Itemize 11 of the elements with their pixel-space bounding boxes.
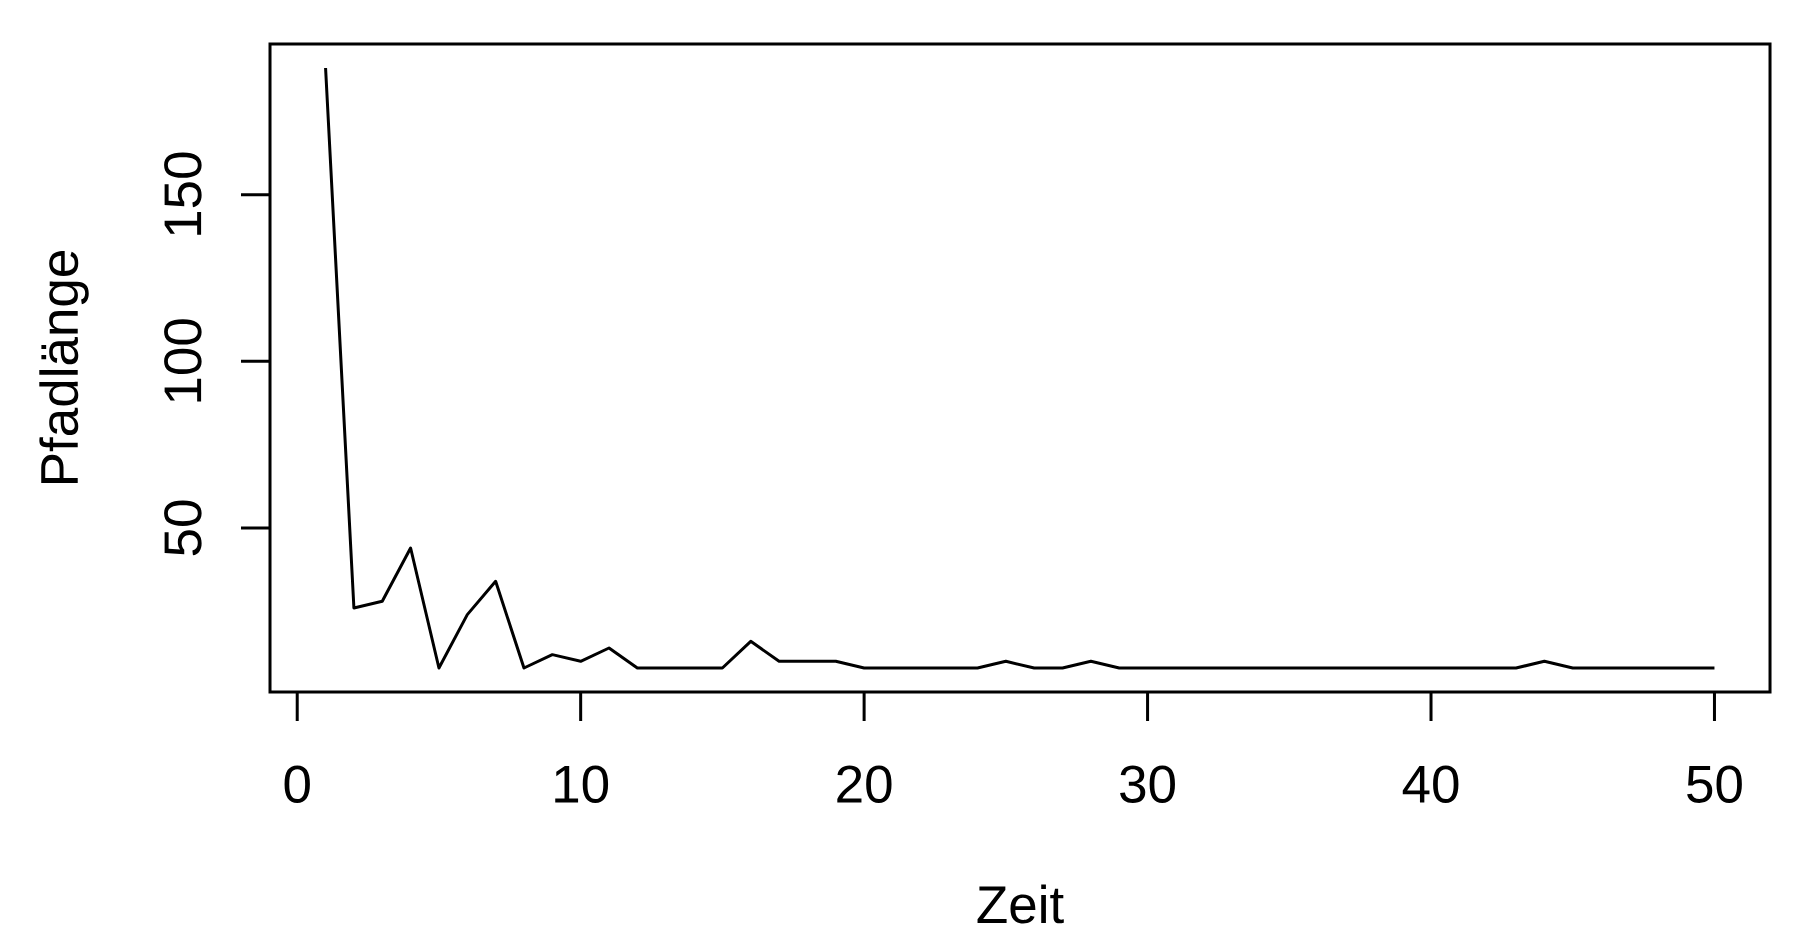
- x-tick-label: 30: [1120, 765, 1175, 803]
- y-axis-title: Pfadlänge: [39, 251, 89, 483]
- x-tick-label: 10: [555, 765, 609, 803]
- y-tick-label: 50: [164, 500, 202, 556]
- y-tick-label: 150: [164, 152, 202, 235]
- x-tick-label: 40: [1402, 765, 1459, 803]
- x-tick-label: 50: [1687, 765, 1742, 803]
- x-tick-label: 20: [837, 765, 892, 803]
- x-axis-title: Zeit: [977, 884, 1064, 924]
- x-tick-label: 0: [284, 765, 310, 803]
- y-tick-label: 100: [164, 319, 202, 402]
